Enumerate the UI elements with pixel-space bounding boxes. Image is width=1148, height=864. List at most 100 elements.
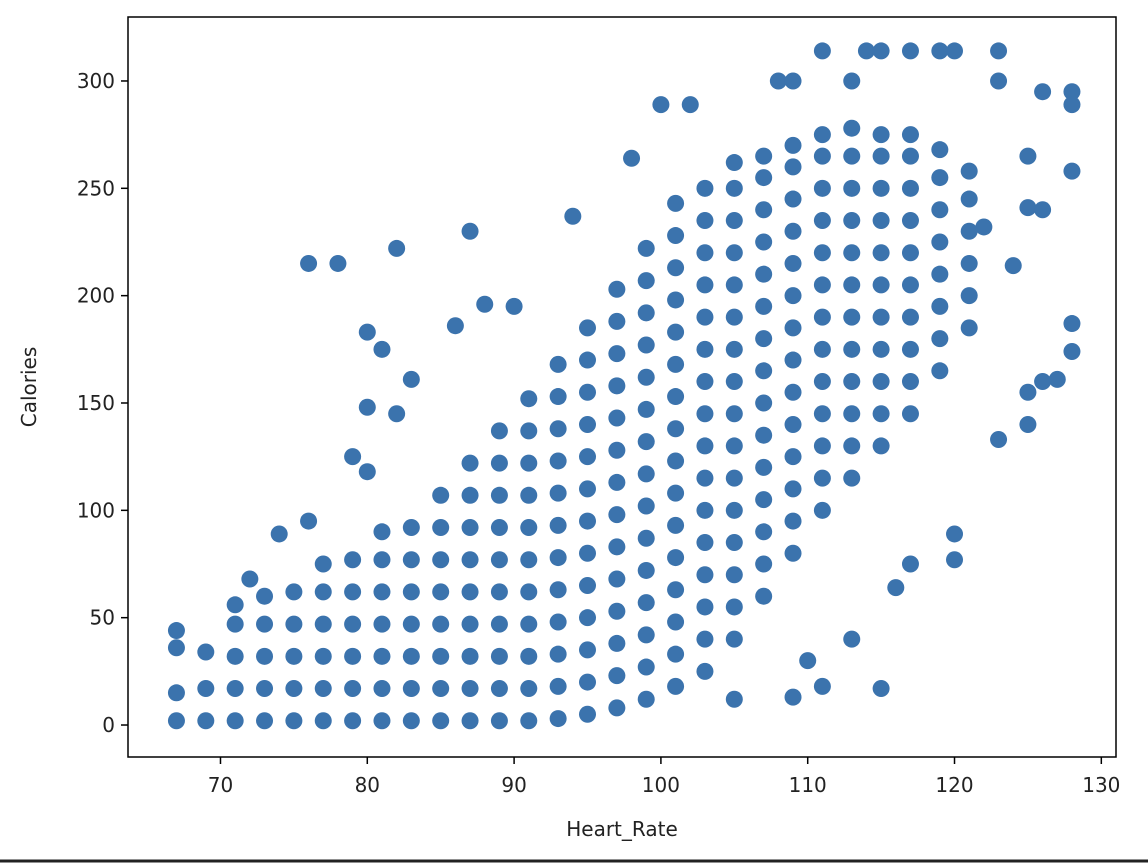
- point: [843, 212, 861, 230]
- point: [696, 534, 714, 552]
- point: [402, 680, 420, 698]
- point: [725, 405, 743, 423]
- point: [1019, 415, 1037, 433]
- point: [461, 222, 479, 240]
- point: [490, 519, 508, 537]
- point: [813, 437, 831, 455]
- point: [358, 323, 376, 341]
- point: [901, 308, 919, 326]
- point: [388, 239, 406, 257]
- point: [843, 244, 861, 262]
- point: [784, 287, 802, 305]
- point: [579, 673, 597, 691]
- point: [755, 587, 773, 605]
- point: [1019, 383, 1037, 401]
- point: [226, 680, 244, 698]
- axes-frame: [127, 16, 1117, 758]
- point: [813, 276, 831, 294]
- point: [314, 555, 332, 573]
- y-axis-label: Calories: [17, 347, 41, 428]
- point: [872, 405, 890, 423]
- x-tick-label: 70: [208, 773, 233, 797]
- y-tick-label: 250: [77, 176, 115, 200]
- point: [373, 340, 391, 358]
- point: [167, 622, 185, 640]
- point: [931, 265, 949, 283]
- point: [608, 570, 626, 588]
- point: [975, 218, 993, 236]
- point: [285, 712, 303, 730]
- point: [813, 501, 831, 519]
- point: [667, 677, 685, 695]
- point: [520, 486, 538, 504]
- point: [520, 712, 538, 730]
- point: [300, 254, 318, 272]
- point: [843, 340, 861, 358]
- point: [813, 308, 831, 326]
- point: [461, 551, 479, 569]
- point: [667, 484, 685, 502]
- point: [813, 677, 831, 695]
- point: [813, 373, 831, 391]
- point: [901, 373, 919, 391]
- y-tick-label: 100: [77, 498, 115, 522]
- point: [1063, 96, 1081, 114]
- point: [901, 42, 919, 60]
- point: [344, 647, 362, 665]
- point: [358, 398, 376, 416]
- point: [402, 583, 420, 601]
- point: [1048, 370, 1066, 388]
- point: [579, 609, 597, 627]
- point: [344, 583, 362, 601]
- point: [696, 179, 714, 197]
- point: [285, 647, 303, 665]
- point: [725, 534, 743, 552]
- point: [813, 340, 831, 358]
- point: [520, 647, 538, 665]
- point: [755, 169, 773, 187]
- point: [344, 680, 362, 698]
- point: [946, 525, 964, 543]
- point: [784, 480, 802, 498]
- point: [755, 458, 773, 476]
- point: [432, 486, 450, 504]
- point: [872, 373, 890, 391]
- point: [549, 355, 567, 373]
- point: [843, 119, 861, 137]
- point: [549, 710, 567, 728]
- point: [579, 576, 597, 594]
- point: [608, 699, 626, 717]
- point: [490, 583, 508, 601]
- point: [696, 566, 714, 584]
- point: [373, 712, 391, 730]
- point: [520, 454, 538, 472]
- point: [579, 544, 597, 562]
- point: [901, 147, 919, 165]
- point: [931, 201, 949, 219]
- point: [872, 147, 890, 165]
- point: [637, 239, 655, 257]
- point: [373, 583, 391, 601]
- point: [755, 555, 773, 573]
- point: [314, 647, 332, 665]
- point: [637, 304, 655, 322]
- point: [432, 583, 450, 601]
- point: [402, 519, 420, 537]
- point: [461, 615, 479, 633]
- point: [637, 368, 655, 386]
- point: [549, 484, 567, 502]
- point: [784, 190, 802, 208]
- point: [887, 579, 905, 597]
- point: [432, 519, 450, 537]
- point: [373, 551, 391, 569]
- point: [667, 259, 685, 277]
- point: [1034, 201, 1052, 219]
- point: [990, 430, 1008, 448]
- x-tick-label: 90: [501, 773, 526, 797]
- point: [476, 295, 494, 313]
- point: [946, 551, 964, 569]
- point: [755, 233, 773, 251]
- point: [901, 244, 919, 262]
- point: [608, 312, 626, 330]
